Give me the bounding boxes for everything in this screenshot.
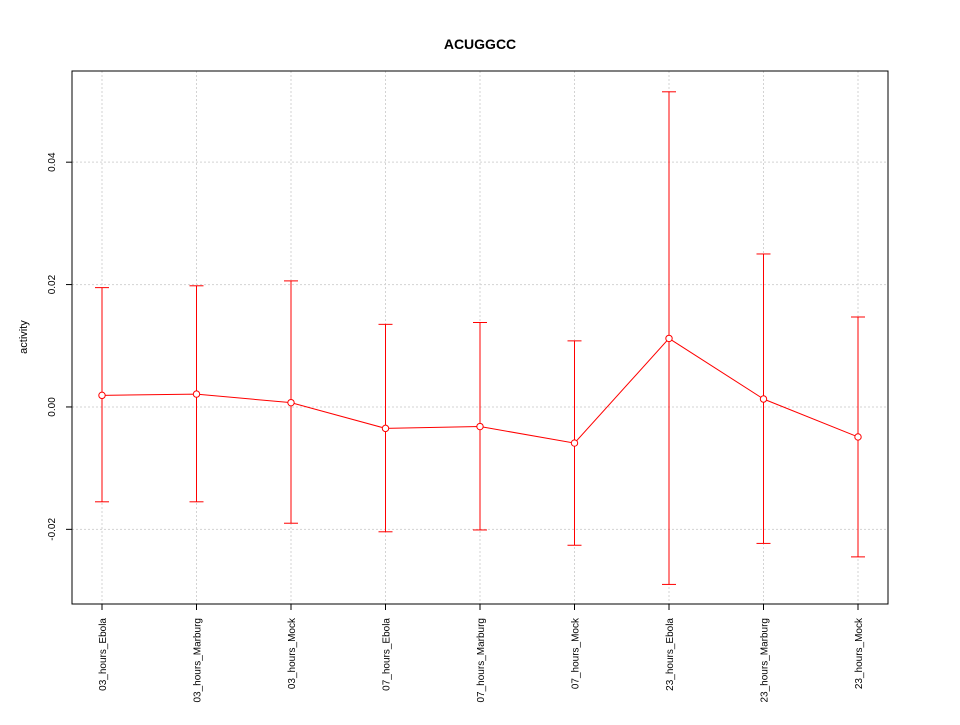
y-tick-label: 0.02 <box>47 274 58 294</box>
data-point <box>665 334 673 343</box>
x-tick-label: 07_hours_Ebola <box>382 618 393 691</box>
data-point <box>192 390 201 398</box>
x-tick-label: 23_hours_Mock <box>854 617 865 689</box>
x-tick-label: 03_hours_Marburg <box>193 618 204 703</box>
x-tick-label: 03_hours_Ebola <box>98 618 109 691</box>
data-point <box>476 422 484 431</box>
y-tick-label: 0.00 <box>47 397 58 417</box>
data-point <box>854 433 862 441</box>
y-tick-label: -0.02 <box>47 518 58 541</box>
x-tick-label: 07_hours_Marburg <box>476 618 487 703</box>
y-axis-label: activity <box>18 320 30 354</box>
x-tick-label: 23_hours_Ebola <box>665 618 676 691</box>
data-points <box>98 334 862 447</box>
error-bars <box>95 91 865 585</box>
x-tick-label: 07_hours_Mock <box>571 617 582 689</box>
data-point <box>570 439 579 447</box>
x-tick-label: 03_hours_Mock <box>287 617 298 689</box>
chart-title: ACUGGCC <box>444 36 516 52</box>
axes: -0.02 0.00 0.02 0.04 03_hours_Ebola 03_hours_… <box>47 152 865 702</box>
data-point <box>381 424 390 433</box>
x-tick-label: 23_hours_Marburg <box>760 618 771 703</box>
y-tick-label: 0.04 <box>47 152 58 172</box>
data-point <box>759 395 768 403</box>
data-point <box>98 391 106 400</box>
data-point <box>287 398 295 407</box>
